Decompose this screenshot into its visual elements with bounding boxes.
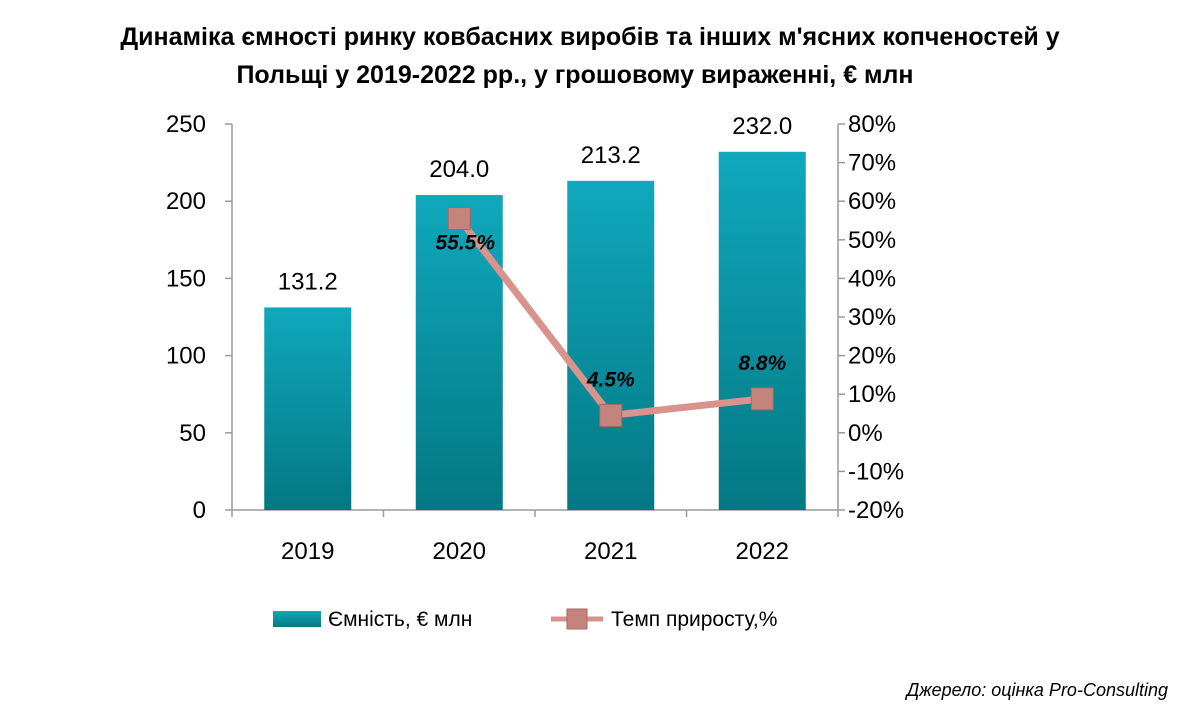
bar-2019 [264,307,352,510]
y-right-tick-label: -20% [848,497,904,524]
x-tick-label: 2022 [736,538,789,565]
x-tick-label: 2021 [584,538,637,565]
y-right-tick-label: 60% [848,188,896,215]
source-note: Джерело: оцінка Pro-Consulting [906,680,1168,700]
legend-swatch-marker [566,608,588,630]
y-right-tick-label: 40% [848,265,896,292]
growth-marker-2021 [599,403,623,427]
bars [264,151,806,511]
bar-value-label: 131.2 [278,268,338,295]
legend-swatch-bars [273,611,321,627]
combo-chart: 0 50 100 150 200 250 -20% -10% 0% 10% 20% 30% 40% 50%… [166,111,904,631]
legend-label-bars: Ємність, € млн [328,608,472,631]
x-tick-label: 2020 [433,538,486,565]
y-left-tick-label: 50 [179,420,206,447]
y-right-tick-label: 0% [848,420,883,447]
y-right-tick-label: -10% [848,458,904,485]
x-tick-labels: 2019 2020 2021 2022 [281,538,789,565]
y-right-tick-label: 10% [848,381,896,408]
growth-line: 55.5% 4.5% 8.8% [435,207,787,427]
y-right-tick-label: 50% [848,227,896,254]
bar-2022 [718,151,806,511]
y-left-tick-label: 200 [166,188,206,215]
growth-value-label: 55.5% [435,232,495,255]
legend-label-line: Темп приросту,% [611,608,777,631]
growth-value-label: 4.5% [586,368,635,391]
legend: Ємність, € млн Темп приросту,% [273,608,777,631]
chart-title: Динаміка ємності ринку ковбасних виробів… [0,18,1180,94]
bar-labels: 131.2 204.0 213.2 232.0 [278,113,793,296]
growth-marker-2022 [750,387,774,411]
y-left-tick-label: 0 [193,497,206,524]
axes: 0 50 100 150 200 250 -20% -10% 0% 10% 20% 30% 40% 50%… [166,111,904,524]
bar-value-label: 204.0 [429,156,489,183]
y-right-tick-label: 70% [848,150,896,177]
growth-value-label: 8.8% [738,352,786,375]
y-left-tick-label: 100 [166,343,206,370]
growth-marker-2020 [447,207,471,231]
bar-2021 [567,180,655,510]
y-left-tick-label: 250 [166,111,206,138]
chart-title-line-1: Динаміка ємності ринку ковбасних виробів… [120,23,1060,51]
bar-value-label: 232.0 [732,113,792,140]
y-left-tick-label: 150 [166,265,206,292]
chart-title-line-2: Польщі у 2019-2022 рр., у грошовому вира… [236,61,914,89]
x-tick-label: 2019 [281,538,334,565]
y-right-tick-label: 80% [848,111,896,138]
y-right-tick-label: 30% [848,304,896,331]
bar-2020 [415,195,503,511]
y-right-tick-label: 20% [848,343,896,370]
bar-value-label: 213.2 [581,142,641,169]
